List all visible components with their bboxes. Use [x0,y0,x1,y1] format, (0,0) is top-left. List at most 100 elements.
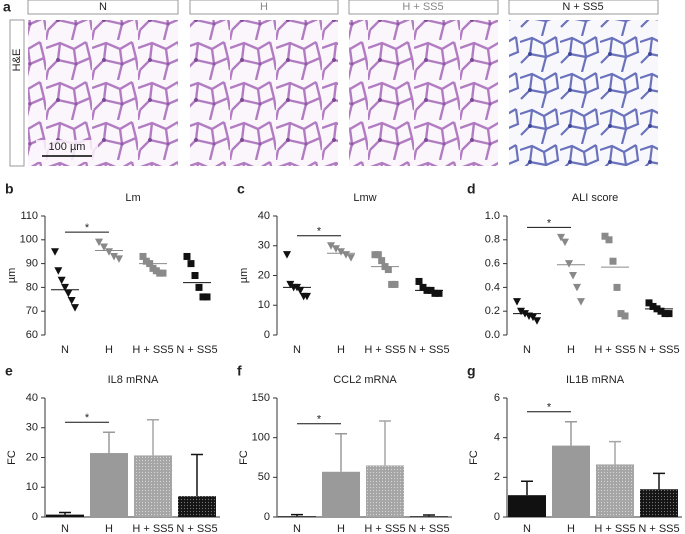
chart-title: ALI score [572,192,618,204]
x-tick-label: N + SS5 [176,344,217,356]
image-label: N + SS5 [562,1,603,13]
panel-letter: b [5,181,14,197]
error-bar [379,420,391,466]
point [605,236,613,244]
x-tick-label: H [105,523,113,534]
point [517,307,525,316]
x-tick-label: N [293,523,301,534]
point [533,317,541,325]
y-tick-label: 20 [258,269,270,281]
y-tick-label: 6 [494,392,500,404]
chart-title: Lmw [353,192,376,204]
point [609,257,617,265]
bar [90,453,128,517]
significance-label: * [85,222,90,234]
point [71,304,79,312]
panel-letter: e [5,363,13,379]
chart-title: Lm [125,192,140,204]
micrograph [190,20,338,166]
point [95,238,103,247]
bar [410,516,448,517]
image-label: H [260,1,268,13]
point [431,289,439,297]
point [657,307,665,315]
error-bar [191,453,203,497]
point [195,283,203,291]
error-bar [103,431,115,454]
point [419,283,427,291]
point [435,289,443,297]
point [613,283,621,291]
y-tick-label: 0.8 [485,234,500,246]
point [513,298,521,306]
y-tick-label: 70 [26,305,38,317]
x-tick-label: H [337,344,345,356]
y-axis-label: FC [468,450,480,465]
point [617,310,625,318]
error-bar [653,472,665,490]
y-tick-label: 30 [258,240,270,252]
significance-label: * [547,217,552,229]
x-tick-label: H [337,523,345,534]
point [139,252,147,260]
y-tick-label: 10 [26,481,38,493]
point [199,293,207,301]
x-tick-label: N + SS5 [638,523,679,534]
point [529,313,537,322]
point [283,251,291,259]
point [303,292,311,301]
bar [322,471,360,517]
side-label: H&E [11,49,23,72]
bar [278,516,316,517]
y-tick-label: 4 [494,432,500,444]
point [327,242,335,250]
point [183,252,191,260]
error-bar [423,514,435,517]
y-axis-label: FC [238,450,250,465]
point [374,251,382,259]
y-tick-label: 2 [494,471,500,483]
point [115,255,123,263]
y-tick-label: 50 [258,471,270,483]
y-tick-label: 0 [264,511,270,523]
error-bar [147,418,159,456]
panel-letter: d [467,181,476,197]
x-tick-label: N + SS5 [176,523,217,534]
panel-a: a H&E N H H + SS5 N + SS5 100 µm [3,0,659,167]
y-tick-label: 80 [26,281,38,293]
x-tick-label: N + SS5 [638,344,679,356]
y-tick-label: 10 [258,299,270,311]
point [378,257,386,265]
x-tick-label: H [567,344,575,356]
error-bar [335,432,347,472]
x-tick-label: H + SS5 [594,523,635,534]
point [645,299,653,307]
point [661,310,669,318]
point [191,272,199,279]
x-tick-label: N [61,344,69,356]
bar [46,514,84,517]
bar [178,496,216,517]
image-label: N [99,1,107,13]
y-tick-label: 0.2 [485,305,500,317]
bar [640,489,678,517]
y-tick-label: 1.0 [485,210,500,222]
point [61,283,69,292]
y-tick-label: 0 [264,329,270,341]
point [347,254,355,262]
bar [508,495,546,517]
x-tick-label: H [105,344,113,356]
error-bar [609,440,621,465]
y-tick-label: 20 [26,451,38,463]
point [577,298,585,306]
y-tick-label: 0 [32,511,38,523]
bar [596,464,634,517]
bar [366,465,404,517]
bar [134,455,172,517]
label-box [508,0,659,15]
point [665,310,673,318]
significance-label: * [317,226,322,238]
point [649,302,657,310]
x-tick-label: H + SS5 [594,344,635,356]
